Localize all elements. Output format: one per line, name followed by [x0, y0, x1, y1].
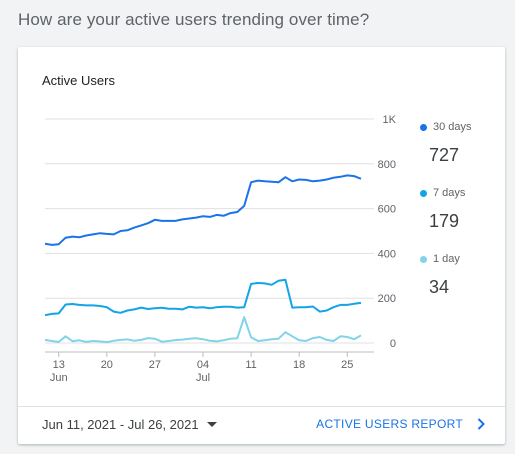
x-tick-label-20: 20	[101, 359, 113, 371]
x-tick-label-25: 25	[341, 359, 353, 371]
x-tick-label-27: 27	[149, 359, 161, 371]
x-tick-sublabel-jun: Jun	[50, 372, 68, 384]
x-tick-label-13: 13	[53, 359, 65, 371]
x-tick-label-04: 04	[197, 359, 209, 371]
chevron-right-icon	[477, 418, 485, 430]
x-tick-sublabel-jul: Jul	[196, 372, 210, 384]
report-link-text: ACTIVE USERS REPORT	[316, 417, 463, 431]
series-line-30-days	[44, 174, 362, 246]
legend-text-30-days: 30 days	[433, 121, 472, 133]
date-range-dropdown[interactable]: Jun 11, 2021 - Jul 26, 2021	[42, 417, 217, 432]
legend-dot-30-days	[420, 123, 427, 131]
x-tick-label-11: 11	[245, 359, 256, 371]
legend-label-7-days: 7 days	[420, 187, 465, 199]
series-line-1-day	[44, 316, 362, 344]
legend-value-30-days: 727	[429, 145, 460, 165]
active-users-report-link[interactable]: ACTIVE USERS REPORT	[316, 417, 485, 431]
legend-item-30-days: 30 days 727	[420, 121, 472, 166]
legend-item-1-day: 1 day 34	[420, 253, 460, 298]
legend-dot-1-day	[420, 255, 427, 263]
card-title: Active Users	[42, 73, 115, 88]
y-tick-label-400: 400	[378, 248, 396, 260]
legend-label-30-days: 30 days	[420, 121, 472, 133]
legend-dot-7-days	[420, 189, 427, 197]
y-tick-label-0: 0	[390, 338, 396, 350]
caret-down-icon	[206, 422, 217, 427]
card-divider	[18, 406, 505, 407]
legend-label-1-day: 1 day	[420, 253, 460, 265]
y-tick-label-1000: 1K	[383, 114, 397, 126]
page-question: How are your active users trending over …	[18, 10, 370, 29]
y-tick-label-800: 800	[378, 159, 396, 171]
legend-value-1-day: 34	[429, 277, 450, 297]
series-line-7-days	[44, 278, 362, 317]
legend-item-7-days: 7 days 179	[420, 187, 465, 232]
y-tick-label-600: 600	[378, 204, 396, 216]
date-range-text: Jun 11, 2021 - Jul 26, 2021	[42, 417, 199, 432]
x-tick-label-18: 18	[293, 359, 305, 371]
legend-text-1-day: 1 day	[433, 253, 460, 265]
active-users-card: Active Users 0 200 400 600 800 1K 13 Jun 20 27 04 J…	[18, 47, 505, 444]
legend-text-7-days: 7 days	[433, 187, 466, 199]
y-tick-label-200: 200	[378, 293, 396, 305]
legend-value-7-days: 179	[429, 211, 460, 231]
